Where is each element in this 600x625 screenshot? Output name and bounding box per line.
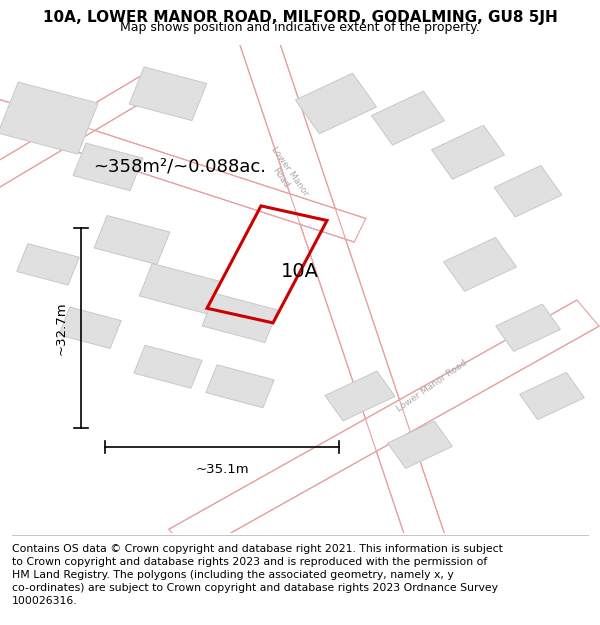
- Polygon shape: [520, 372, 584, 419]
- Polygon shape: [206, 365, 274, 408]
- Polygon shape: [388, 421, 452, 468]
- Polygon shape: [295, 73, 377, 134]
- Polygon shape: [371, 91, 445, 145]
- Polygon shape: [496, 304, 560, 351]
- Polygon shape: [59, 307, 121, 349]
- Polygon shape: [73, 143, 143, 191]
- Text: Lower Manor Road: Lower Manor Road: [395, 359, 469, 414]
- Text: 10A, LOWER MANOR ROAD, MILFORD, GODALMING, GU8 5JH: 10A, LOWER MANOR ROAD, MILFORD, GODALMIN…: [43, 10, 557, 25]
- Polygon shape: [431, 125, 505, 179]
- Text: Lower Manor
Road: Lower Manor Road: [260, 144, 310, 204]
- Polygon shape: [494, 166, 562, 217]
- Polygon shape: [169, 300, 599, 555]
- Text: 10A: 10A: [281, 262, 319, 281]
- Polygon shape: [325, 371, 395, 421]
- Text: ~35.1m: ~35.1m: [195, 462, 249, 476]
- Polygon shape: [0, 92, 366, 242]
- Polygon shape: [17, 244, 79, 285]
- Polygon shape: [134, 345, 202, 388]
- Text: ~32.7m: ~32.7m: [55, 301, 68, 354]
- Text: ~358m²/~0.088ac.: ~358m²/~0.088ac.: [94, 158, 266, 176]
- Polygon shape: [202, 294, 278, 343]
- Polygon shape: [94, 216, 170, 264]
- Polygon shape: [443, 238, 517, 291]
- Polygon shape: [0, 82, 98, 154]
- Polygon shape: [139, 264, 221, 314]
- Polygon shape: [0, 75, 158, 200]
- Text: Map shows position and indicative extent of the property.: Map shows position and indicative extent…: [120, 21, 480, 34]
- Text: Contains OS data © Crown copyright and database right 2021. This information is : Contains OS data © Crown copyright and d…: [12, 544, 503, 606]
- Polygon shape: [233, 16, 451, 561]
- Polygon shape: [129, 67, 207, 121]
